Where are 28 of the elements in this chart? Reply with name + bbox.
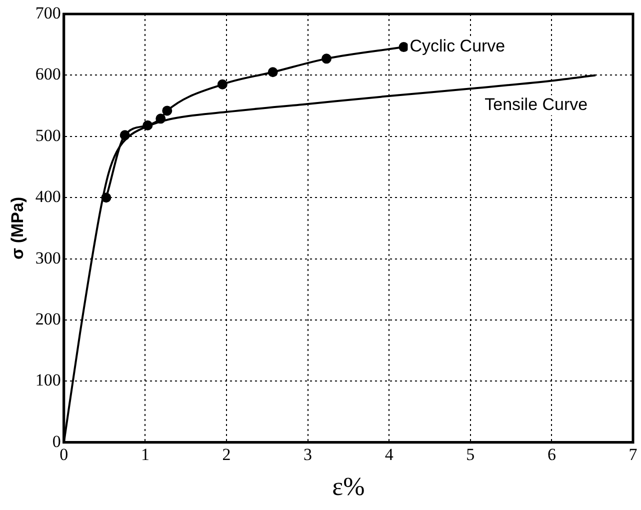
y-tick-label: 600 bbox=[35, 64, 61, 84]
y-axis-title: σ (MPa) bbox=[8, 196, 27, 260]
y-tick-label: 400 bbox=[35, 187, 61, 206]
y-tick-label: 100 bbox=[35, 370, 61, 390]
point bbox=[142, 120, 153, 130]
y-tick-label: 500 bbox=[35, 126, 61, 145]
y-tick-label: 0 bbox=[52, 432, 61, 451]
x-tick-label: 2 bbox=[222, 445, 231, 464]
point bbox=[162, 106, 172, 116]
x-axis-title: ε% bbox=[332, 472, 365, 502]
x-tick-label: 1 bbox=[140, 445, 150, 464]
point bbox=[398, 42, 409, 52]
series-label: Cyclic Curve bbox=[410, 36, 506, 56]
point bbox=[156, 114, 166, 124]
y-tick-label: 700 bbox=[35, 3, 61, 22]
x-tick-label: 4 bbox=[384, 445, 394, 464]
point bbox=[120, 130, 130, 140]
series-label: Tensile Curve bbox=[484, 94, 588, 114]
y-tick-label: 200 bbox=[35, 309, 61, 328]
point bbox=[217, 79, 228, 90]
point bbox=[268, 67, 278, 78]
y-tick-label: 300 bbox=[35, 248, 61, 268]
x-tick-label: 7 bbox=[628, 445, 638, 464]
x-tick-label: 3 bbox=[304, 445, 312, 464]
x-tick-label: 5 bbox=[466, 445, 475, 464]
point bbox=[101, 192, 112, 203]
x-tick-label: 6 bbox=[547, 445, 556, 464]
point bbox=[322, 54, 332, 64]
